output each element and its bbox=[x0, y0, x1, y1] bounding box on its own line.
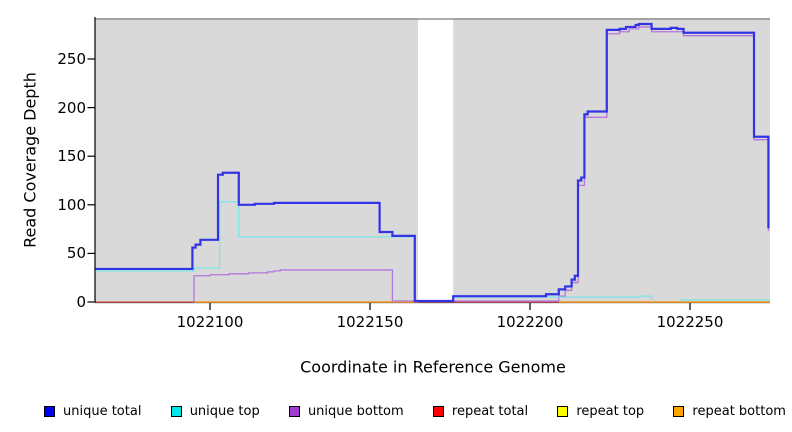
legend-swatch-icon bbox=[557, 405, 569, 417]
y-axis-title: Read Coverage Depth bbox=[20, 72, 40, 248]
y-tick-label: 100 bbox=[57, 195, 86, 214]
legend-label: repeat total bbox=[451, 403, 529, 419]
y-tick-label: 200 bbox=[57, 98, 86, 117]
y-tick-label: 250 bbox=[57, 50, 86, 68]
legend-swatch-icon bbox=[673, 405, 685, 417]
legend-label: repeat bottom bbox=[692, 403, 786, 419]
x-axis-title: Coordinate in Reference Genome bbox=[300, 357, 566, 377]
x-tick-label: 1022250 bbox=[656, 313, 724, 331]
x-tick-label: 1022150 bbox=[336, 313, 404, 331]
legend: unique total unique top unique bottom repea… bbox=[44, 399, 786, 423]
x-tick-label: 1022100 bbox=[176, 313, 244, 331]
legend-item-repeat-top: repeat top bbox=[557, 404, 644, 419]
legend-item-repeat-bottom: repeat bottom bbox=[673, 404, 786, 419]
y-tick-label: 50 bbox=[66, 244, 86, 263]
plot-bg-left bbox=[95, 18, 418, 302]
legend-label: unique bottom bbox=[307, 403, 404, 419]
x-tick-label: 1022200 bbox=[496, 313, 564, 331]
legend-item-unique-top: unique top bbox=[170, 403, 260, 419]
legend-label: unique top bbox=[189, 403, 260, 419]
legend-label: unique total bbox=[63, 403, 142, 419]
legend-item-unique-total: unique total bbox=[44, 404, 141, 419]
legend-item-repeat-total: repeat total bbox=[432, 403, 529, 419]
legend-swatch-icon bbox=[44, 405, 55, 417]
legend-swatch-icon bbox=[288, 405, 300, 417]
series-line-unique-total bbox=[95, 22, 770, 303]
legend-swatch-icon bbox=[432, 405, 444, 417]
y-tick-label: 150 bbox=[57, 147, 86, 166]
plot-bg-right bbox=[453, 18, 770, 302]
legend-swatch-icon bbox=[170, 405, 182, 417]
legend-item-unique-bottom: unique bottom bbox=[288, 403, 404, 419]
y-tick-label: 0 bbox=[76, 293, 86, 311]
legend-label: repeat top bbox=[576, 403, 645, 419]
